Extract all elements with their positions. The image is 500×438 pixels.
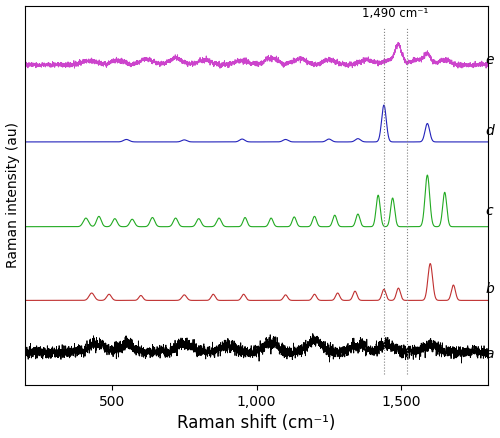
Text: e: e (485, 53, 494, 67)
Text: 1,490 cm⁻¹: 1,490 cm⁻¹ (362, 7, 428, 20)
Text: c: c (485, 204, 493, 218)
Text: b: b (485, 283, 494, 297)
Y-axis label: Raman intensity (au): Raman intensity (au) (6, 122, 20, 268)
X-axis label: Raman shift (cm⁻¹): Raman shift (cm⁻¹) (178, 414, 336, 432)
Text: d: d (485, 124, 494, 138)
Text: a: a (485, 347, 494, 361)
